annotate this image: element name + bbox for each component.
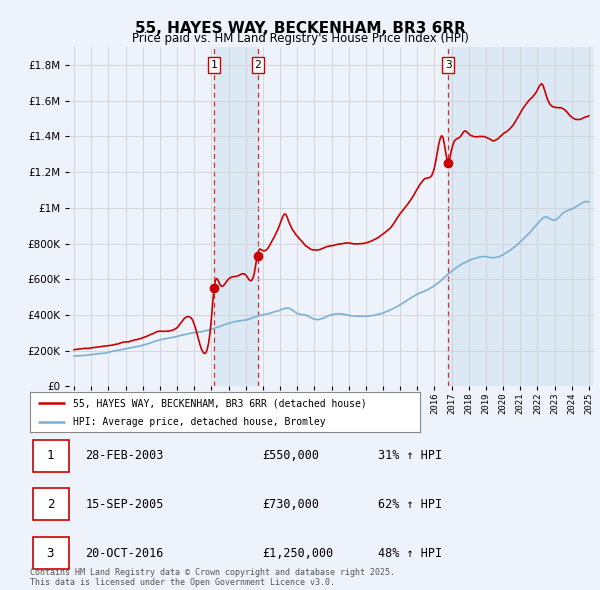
Text: £1,250,000: £1,250,000	[262, 546, 333, 560]
Text: 55, HAYES WAY, BECKENHAM, BR3 6RR (detached house): 55, HAYES WAY, BECKENHAM, BR3 6RR (detac…	[73, 398, 367, 408]
Text: Price paid vs. HM Land Registry's House Price Index (HPI): Price paid vs. HM Land Registry's House …	[131, 32, 469, 45]
Text: 28-FEB-2003: 28-FEB-2003	[85, 449, 164, 463]
Text: 55, HAYES WAY, BECKENHAM, BR3 6RR: 55, HAYES WAY, BECKENHAM, BR3 6RR	[134, 21, 466, 35]
Text: £550,000: £550,000	[262, 449, 319, 463]
Text: 3: 3	[47, 546, 54, 560]
Text: 2: 2	[47, 497, 54, 511]
Text: 1: 1	[47, 449, 54, 463]
Text: 20-OCT-2016: 20-OCT-2016	[85, 546, 164, 560]
Text: 15-SEP-2005: 15-SEP-2005	[85, 497, 164, 511]
Text: 62% ↑ HPI: 62% ↑ HPI	[378, 497, 442, 511]
Text: 31% ↑ HPI: 31% ↑ HPI	[378, 449, 442, 463]
Text: HPI: Average price, detached house, Bromley: HPI: Average price, detached house, Brom…	[73, 417, 326, 427]
FancyBboxPatch shape	[33, 488, 68, 520]
FancyBboxPatch shape	[33, 537, 68, 569]
Text: 48% ↑ HPI: 48% ↑ HPI	[378, 546, 442, 560]
FancyBboxPatch shape	[33, 440, 68, 472]
Text: £730,000: £730,000	[262, 497, 319, 511]
Text: 1: 1	[211, 60, 218, 70]
Bar	[448, 47, 592, 386]
Text: 3: 3	[445, 60, 452, 70]
Text: 2: 2	[254, 60, 261, 70]
Bar	[214, 47, 258, 386]
Text: Contains HM Land Registry data © Crown copyright and database right 2025.
This d: Contains HM Land Registry data © Crown c…	[30, 568, 395, 587]
